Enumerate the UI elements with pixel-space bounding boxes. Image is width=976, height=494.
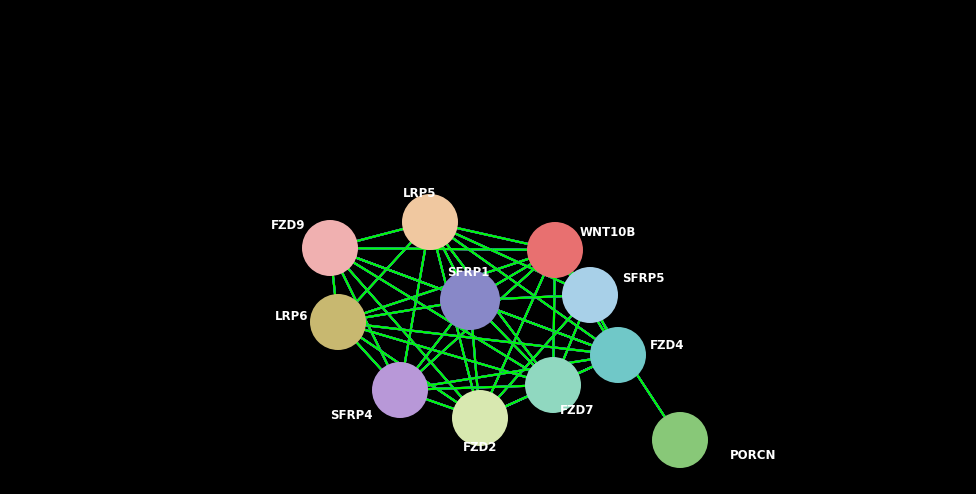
Circle shape	[372, 362, 428, 418]
Text: LRP6: LRP6	[274, 310, 308, 323]
Text: FZD4: FZD4	[650, 338, 684, 352]
Circle shape	[562, 267, 618, 323]
Circle shape	[525, 357, 581, 413]
Text: FZD9: FZD9	[270, 218, 305, 232]
Text: SFRP4: SFRP4	[331, 409, 373, 421]
Text: WNT10B: WNT10B	[580, 225, 636, 239]
Text: LRP5: LRP5	[403, 187, 436, 200]
Circle shape	[440, 270, 500, 330]
Circle shape	[527, 222, 583, 278]
Circle shape	[452, 390, 508, 446]
Text: FZD2: FZD2	[463, 441, 497, 453]
Text: SFRP5: SFRP5	[622, 272, 665, 285]
Circle shape	[310, 294, 366, 350]
Circle shape	[590, 327, 646, 383]
Circle shape	[402, 194, 458, 250]
Circle shape	[302, 220, 358, 276]
Text: PORCN: PORCN	[730, 449, 777, 461]
Text: SFRP1: SFRP1	[447, 265, 489, 279]
Circle shape	[652, 412, 708, 468]
Text: FZD7: FZD7	[560, 404, 594, 416]
